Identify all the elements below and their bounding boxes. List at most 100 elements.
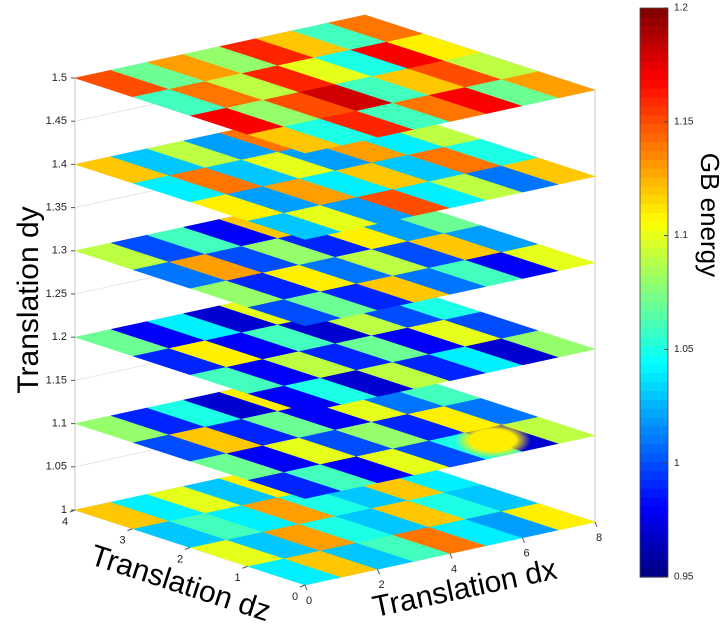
x-tick: [378, 569, 380, 574]
colorbar-band: [640, 435, 668, 444]
colorbar-band: [640, 355, 668, 364]
colorbar-band: [640, 124, 668, 133]
colorbar-tick-label: 1.1: [674, 230, 688, 241]
y-tick-label: 1.45: [46, 115, 67, 127]
colorbar-band: [640, 301, 668, 310]
colorbar-band: [640, 319, 668, 328]
colorbar-band: [640, 221, 668, 230]
highlight: [455, 422, 531, 458]
colorbar-band: [640, 559, 668, 568]
y-tick-label: 1.35: [46, 202, 67, 214]
x-tick-label: 0: [306, 595, 312, 607]
x-tick-label: 8: [596, 532, 602, 544]
colorbar-band: [640, 239, 668, 248]
colorbar-band: [640, 426, 668, 435]
colorbar-band: [640, 186, 668, 195]
colorbar-band: [640, 506, 668, 515]
chart: 11.051.11.151.21.251.31.351.41.451.50246…: [0, 0, 727, 629]
z-tick: [185, 548, 190, 550]
colorbar-band: [640, 444, 668, 453]
x-tick: [450, 554, 452, 559]
y-tick-label: 1: [61, 504, 67, 516]
colorbar-band: [640, 541, 668, 550]
colorbar-band: [640, 381, 668, 390]
colorbar-band: [640, 88, 668, 97]
colorbar-tick-label: 1: [674, 458, 680, 469]
colorbar-band: [640, 52, 668, 61]
y-tick-label: 1.05: [46, 461, 67, 473]
colorbar-band: [640, 524, 668, 533]
y-tick-label: 1.25: [46, 288, 67, 300]
colorbar-band: [640, 195, 668, 204]
colorbar-tick-label: 1.05: [674, 344, 694, 355]
colorbar-band: [640, 79, 668, 88]
colorbar-tick-label: 1.15: [674, 116, 694, 127]
colorbar-band: [640, 568, 668, 577]
colorbar-band: [640, 497, 668, 506]
z-tick: [128, 529, 133, 531]
colorbar-band: [640, 364, 668, 373]
colorbar-band: [640, 44, 668, 53]
colorbar-band: [640, 550, 668, 559]
colorbar-band: [640, 141, 668, 150]
colorbar-label: GB energy: [695, 153, 725, 277]
colorbar-band: [640, 293, 668, 302]
colorbar-band: [640, 453, 668, 462]
z-tick-label: 3: [119, 535, 125, 547]
colorbar: 0.95 1 1.05 1.1 1.15 1.2: [640, 3, 694, 583]
colorbar-band: [640, 461, 668, 470]
colorbar-band: [640, 515, 668, 524]
y-axis-label: Translation dy: [12, 206, 45, 393]
colorbar-band: [640, 408, 668, 417]
colorbar-band: [640, 310, 668, 319]
y-tick-label: 1.15: [46, 374, 67, 386]
colorbar-band: [640, 479, 668, 488]
layers: [75, 15, 595, 585]
colorbar-band: [640, 97, 668, 106]
colorbar-band: [640, 177, 668, 186]
colorbar-band: [640, 470, 668, 479]
colorbar-band: [640, 488, 668, 497]
colorbar-band: [640, 248, 668, 257]
z-tick: [300, 585, 305, 587]
colorbar-band: [640, 275, 668, 284]
colorbar-band: [640, 373, 668, 382]
y-tick-label: 1.4: [52, 158, 67, 170]
colorbar-band: [640, 159, 668, 168]
colorbar-band: [640, 266, 668, 275]
z-tick-label: 2: [177, 553, 183, 565]
colorbar-band: [640, 150, 668, 159]
colorbar-band: [640, 399, 668, 408]
colorbar-band: [640, 257, 668, 266]
y-tick-label: 1.5: [52, 72, 67, 84]
colorbar-band: [640, 204, 668, 213]
colorbar-band: [640, 168, 668, 177]
colorbar-band: [640, 533, 668, 542]
colorbar-band: [640, 70, 668, 79]
colorbar-band: [640, 17, 668, 26]
z-tick-label: 4: [62, 516, 68, 528]
x-tick: [523, 538, 525, 543]
colorbar-band: [640, 26, 668, 35]
colorbar-band: [640, 337, 668, 346]
colorbar-band: [640, 212, 668, 221]
colorbar-band: [640, 132, 668, 141]
colorbar-band: [640, 35, 668, 44]
y-tick-label: 1.1: [52, 418, 67, 430]
colorbar-band: [640, 284, 668, 293]
colorbar-band: [640, 390, 668, 399]
z-tick-label: 0: [292, 591, 298, 603]
x-tick: [595, 522, 597, 527]
colorbar-tick-label: 1.2: [674, 3, 688, 14]
y-tick-label: 1.2: [52, 331, 67, 343]
z-tick-label: 1: [234, 572, 240, 584]
colorbar-band: [640, 61, 668, 70]
colorbar-band: [640, 230, 668, 239]
colorbar-band: [640, 8, 668, 17]
colorbar-band: [640, 115, 668, 124]
x-tick: [305, 585, 307, 590]
y-tick-label: 1.3: [52, 245, 67, 257]
colorbar-band: [640, 417, 668, 426]
colorbar-band: [640, 106, 668, 115]
colorbar-tick-label: 0.95: [674, 572, 694, 583]
